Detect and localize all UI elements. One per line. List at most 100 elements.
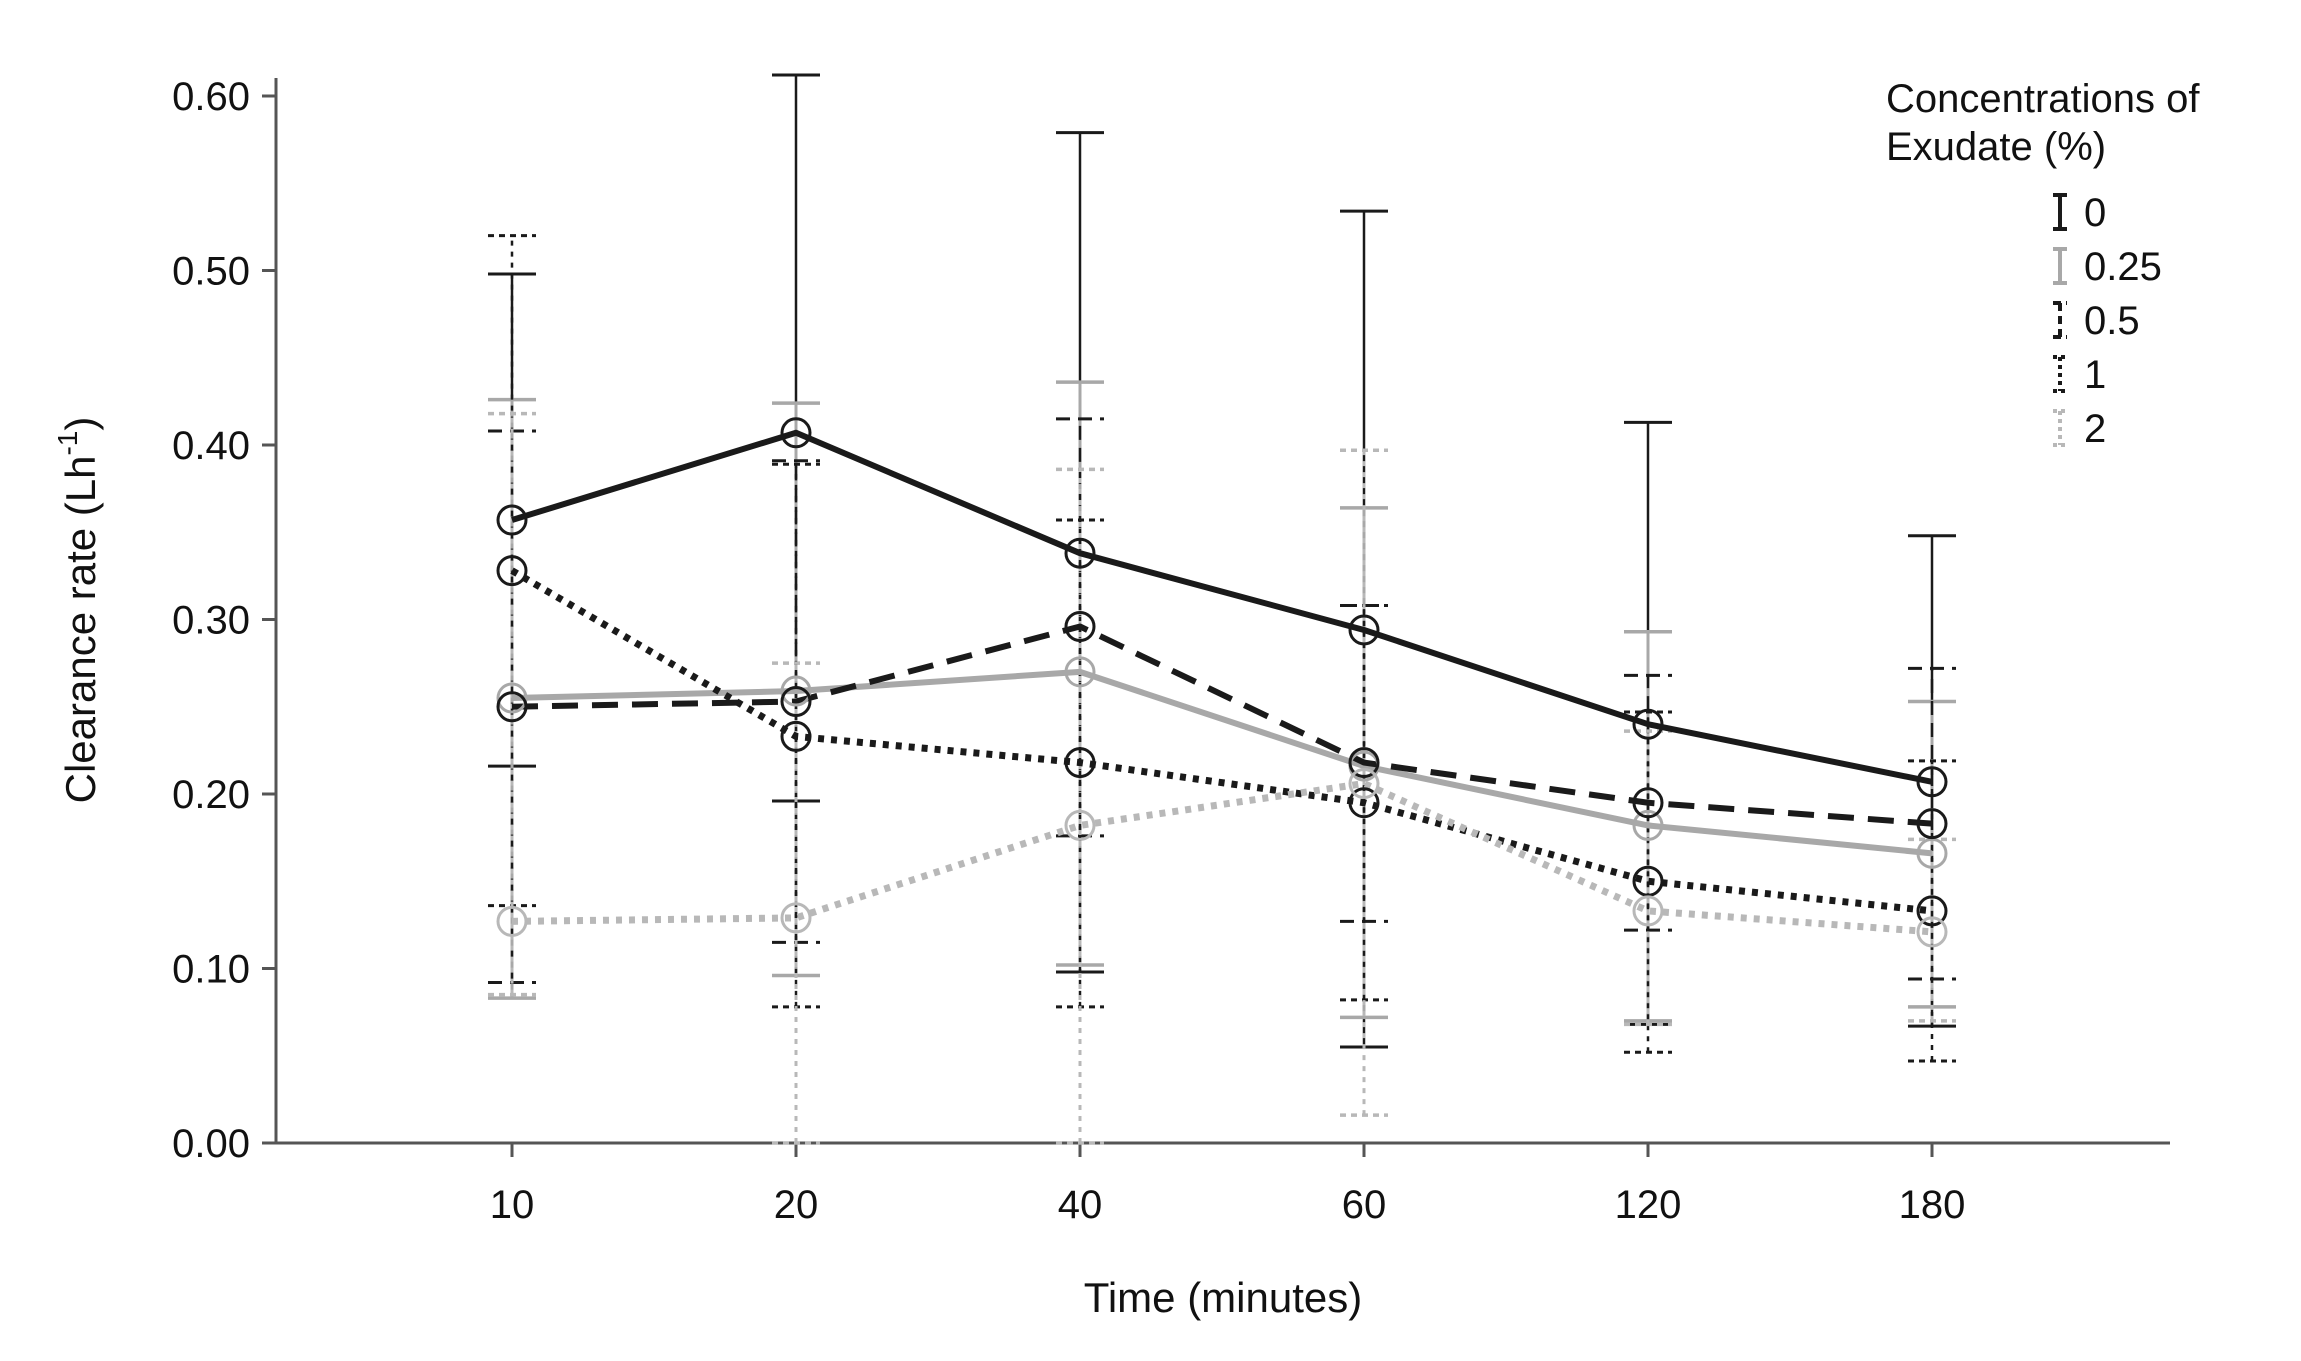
data-point-circle [1916, 916, 1948, 948]
data-point [1632, 895, 1664, 927]
data-point-circle [1916, 766, 1948, 798]
data-point-circle [1064, 809, 1096, 841]
data-point [1064, 610, 1096, 642]
series-line-0 [511, 429, 1933, 785]
data-point-circle [780, 417, 812, 449]
data-point-circle [1348, 614, 1380, 646]
x-tick-label: 180 [1899, 1183, 1966, 1227]
error-bar [1624, 710, 1672, 1054]
data-point [1064, 809, 1096, 841]
y-tick-label: 0.30 [172, 599, 250, 643]
y-axis-title: Clearance rate (Lh-1) [52, 417, 104, 804]
x-tick-label: 40 [1058, 1183, 1103, 1227]
data-point [496, 682, 528, 714]
axes [274, 78, 2170, 1145]
data-point [1348, 787, 1380, 819]
data-point [1916, 916, 1948, 948]
y-axis-title-superscript: -1 [52, 431, 83, 456]
data-point-circle [1632, 895, 1664, 927]
data-point-circle [496, 682, 528, 714]
y-ticks: 0.00 0.10 0.20 0.30 0.40 0.50 0.60 [172, 75, 276, 1166]
error-bar [1056, 467, 1104, 1145]
legend-item: 1 [2053, 353, 2106, 397]
legend-item: 0.5 [2053, 299, 2140, 343]
data-point [1348, 747, 1380, 779]
data-point [1632, 809, 1664, 841]
legend-title-line1: Concentrations of [1886, 77, 2200, 121]
data-point-circle [1064, 610, 1096, 642]
data-point-circle [1632, 787, 1664, 819]
data-point-circle [1916, 895, 1948, 927]
x-tick-label: 10 [490, 1183, 535, 1227]
data-point [1064, 656, 1096, 688]
y-axis-title-main: Clearance rate (Lh [57, 456, 104, 804]
error-bar [772, 661, 820, 1145]
data-point [1916, 837, 1948, 869]
error-bar [1340, 448, 1388, 1117]
data-point-circle [780, 686, 812, 718]
data-point-circle [496, 504, 528, 536]
data-point-circle [780, 720, 812, 752]
data-point-circle [780, 675, 812, 707]
data-point [780, 675, 812, 707]
data-point-circle [1348, 747, 1380, 779]
x-ticks: 10 20 40 60 120 180 [490, 1143, 1966, 1227]
series-line-2 [511, 780, 1933, 936]
data-point [496, 504, 528, 536]
y-axis-title-close: ) [57, 417, 104, 431]
data-point [780, 686, 812, 718]
legend-item: 0 [2053, 191, 2106, 235]
data-point-circle [1632, 809, 1664, 841]
data-point-circle [780, 902, 812, 934]
data-point [1916, 766, 1948, 798]
legend-label: 0 [2084, 191, 2106, 235]
data-point [780, 417, 812, 449]
legend-label: 1 [2084, 353, 2106, 397]
y-tick-label: 0.10 [172, 948, 250, 992]
data-point [1632, 865, 1664, 897]
data-point [780, 720, 812, 752]
legend: Concentrations of Exudate (%) 0 0.25 0.5 1 2 [1886, 77, 2200, 451]
series-line-0-25 [511, 668, 1933, 857]
data-point-circle [1632, 708, 1664, 740]
data-point [496, 691, 528, 723]
legend-label: 0.5 [2084, 299, 2140, 343]
y-tick-label: 0.40 [172, 424, 250, 468]
data-point [1916, 808, 1948, 840]
data-point [1632, 787, 1664, 819]
legend-label: 2 [2084, 407, 2106, 451]
data-point-circle [1348, 768, 1380, 800]
data-point-circle [1064, 747, 1096, 779]
data-point-circle [496, 691, 528, 723]
legend-title-line2: Exudate (%) [1886, 125, 2106, 169]
data-point [1348, 614, 1380, 646]
data-point-circle [1916, 837, 1948, 869]
x-axis-title: Time (minutes) [1084, 1274, 1362, 1321]
y-tick-label: 0.00 [172, 1122, 250, 1166]
legend-item: 2 [2053, 407, 2106, 451]
x-tick-label: 120 [1615, 1183, 1682, 1227]
data-point [780, 902, 812, 934]
data-point-circle [496, 555, 528, 587]
data-point-circle [1064, 537, 1096, 569]
legend-item: 0.25 [2053, 245, 2162, 289]
error-bars [488, 73, 1956, 1145]
data-point [496, 905, 528, 937]
data-point-circle [1348, 787, 1380, 819]
data-point-circle [1064, 656, 1096, 688]
error-bar [1624, 729, 1672, 1027]
y-tick-label: 0.50 [172, 250, 250, 294]
data-point [496, 555, 528, 587]
legend-items: 0 0.25 0.5 1 2 [2053, 191, 2162, 451]
data-point-circle [496, 905, 528, 937]
data-point [1348, 768, 1380, 800]
data-point [1632, 708, 1664, 740]
data-markers [496, 417, 1948, 948]
legend-label: 0.25 [2084, 245, 2162, 289]
x-tick-label: 60 [1342, 1183, 1387, 1227]
series-line-1 [510, 567, 1933, 915]
data-point [1064, 537, 1096, 569]
y-tick-label: 0.60 [172, 75, 250, 119]
data-point-circle [1632, 865, 1664, 897]
